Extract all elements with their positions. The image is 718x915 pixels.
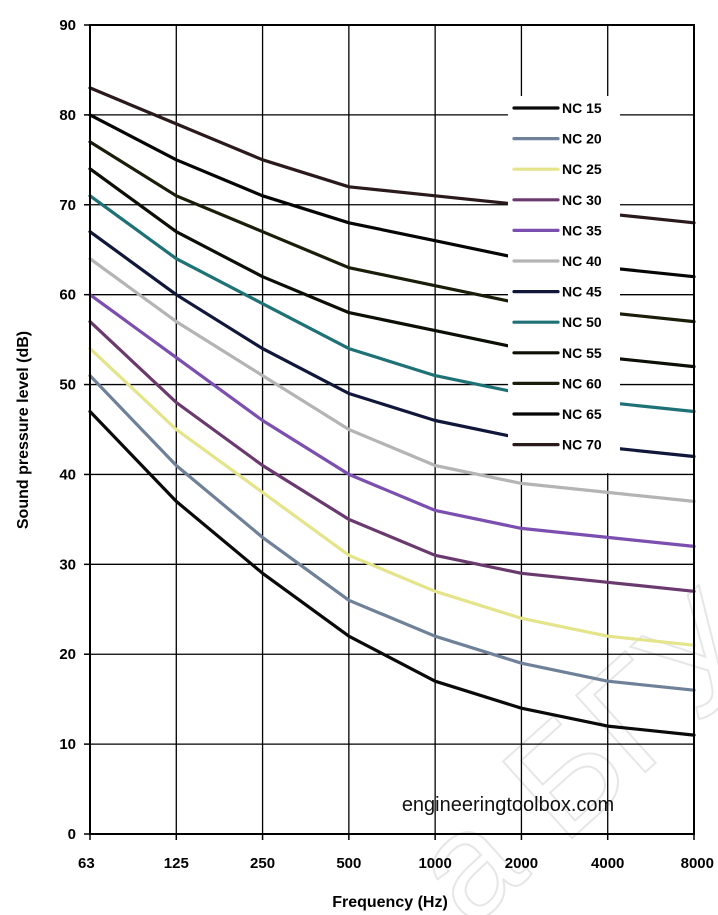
y-tick-label: 70 [59,197,76,214]
x-tick-label: 63 [78,855,95,872]
y-tick-label: 20 [59,646,76,663]
legend-entry-label: NC 55 [562,345,602,361]
plot-frame [89,24,695,835]
legend-entry-label: NC 30 [562,192,602,208]
y-tick-label: 30 [59,556,76,573]
x-tick-label: 1000 [418,855,451,872]
series-line-nc-40 [88,257,696,503]
legend-entry-label: NC 50 [562,314,602,330]
y-tick-label: 10 [59,736,76,753]
legend-entry-label: NC 40 [562,253,602,269]
legend-entry-label: NC 20 [562,131,602,147]
legend-entry-label: NC 70 [562,437,602,453]
y-axis-label: Sound pressure level (dB) [15,331,32,529]
legend-entry-label: NC 45 [562,284,602,300]
series-line-nc-20 [88,374,696,692]
legend-entry-label: NC 35 [562,222,602,238]
legend-entry-label: NC 15 [562,100,602,116]
x-axis-label: Frequency (Hz) [332,894,448,911]
series-line-nc-30 [88,320,696,593]
x-tick-label: 500 [336,855,361,872]
x-tick-label: 4000 [591,855,624,872]
x-tick-label: 125 [164,855,189,872]
legend-entry-label: NC 25 [562,161,602,177]
y-tick-label: 80 [59,107,76,124]
legend-entry-label: NC 60 [562,375,602,391]
y-tick-label: 90 [59,17,76,34]
series-line-nc-15 [88,409,696,737]
legend-entry-label: NC 65 [562,406,602,422]
y-tick-label: 60 [59,287,76,304]
legend: NC 15 NC 20 NC 25 NC 30 NC 35 NC 40 NC 45 NC 50… [508,96,620,474]
y-tick-label: 40 [59,466,76,483]
y-tick-label: 0 [68,826,76,843]
x-tick-label: 2000 [505,855,538,872]
source-annotation: engineeringtoolbox.com [402,794,614,816]
x-tick-label: 250 [250,855,275,872]
y-axis-ticks: 0 10 20 30 40 50 60 70 80 90 [59,17,90,843]
series-line-nc-25 [88,347,696,647]
legend-box [508,96,620,474]
x-tick-label: 8000 [681,855,714,872]
x-axis-ticks: 63 125 250 500 1000 2000 4000 8000 [78,834,714,872]
series-line-nc-35 [88,293,696,549]
y-tick-label: 50 [59,377,76,394]
